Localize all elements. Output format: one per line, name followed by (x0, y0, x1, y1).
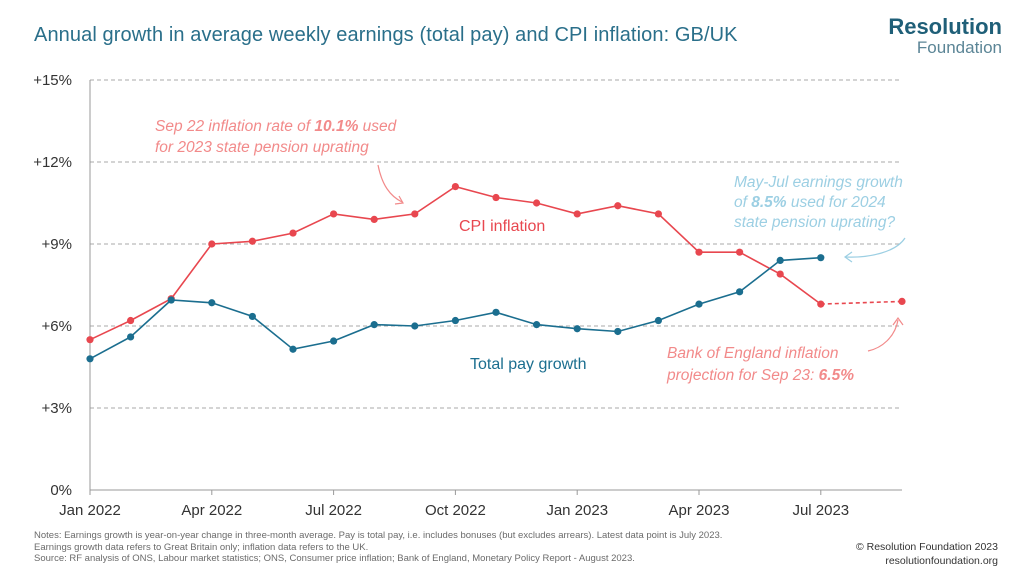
data-point (208, 240, 216, 248)
data-point (654, 210, 663, 218)
data-point (573, 210, 581, 218)
mayjul-note-line3: state pension uprating? (734, 214, 896, 231)
data-point (533, 199, 541, 207)
data-point (127, 333, 135, 341)
data-point (817, 300, 825, 308)
x-tick-label: Jul 2022 (305, 502, 362, 519)
x-tick-label: Apr 2023 (669, 502, 730, 519)
sep22-arrow (377, 164, 403, 203)
data-point (248, 312, 256, 321)
x-tick-label: Apr 2022 (181, 502, 242, 519)
boe-arrow (867, 319, 899, 352)
data-point (411, 210, 419, 218)
data-point (614, 327, 622, 336)
data-point (167, 296, 175, 304)
data-point (86, 355, 94, 363)
x-tick-label: Jul 2023 (792, 502, 849, 519)
boe-note-pre: projection for Sep 23: (666, 367, 819, 384)
series-line (89, 256, 821, 360)
logo-line2: Foundation (916, 38, 1002, 57)
y-tick-label: +12% (33, 154, 72, 171)
data-point (289, 345, 297, 353)
mayjul-arrow (845, 237, 906, 258)
x-tick-label: Jan 2023 (546, 502, 608, 519)
boe-note-line1: Bank of England inflation (667, 345, 838, 362)
mayjul-note-post: used for 2024 (787, 194, 886, 211)
data-point (492, 193, 500, 202)
chart-notes: Notes: Earnings growth is year-on-year c… (34, 530, 814, 565)
mayjul-arrowhead (843, 251, 853, 263)
data-point (208, 299, 216, 307)
copyright: © Resolution Foundation 2023 (855, 541, 998, 553)
data-point (776, 256, 784, 264)
data-point (411, 322, 419, 330)
data-point (86, 336, 94, 344)
annotations: CPI inflation Total pay growth Sep 22 in… (155, 118, 903, 384)
data-point (533, 321, 541, 329)
boe-note-value: 6.5% (819, 367, 855, 384)
boe-arrowhead (892, 316, 904, 326)
sep22-note-post: used (358, 118, 397, 135)
series-layer (86, 183, 906, 363)
data-point (127, 316, 135, 325)
data-point (736, 288, 744, 296)
data-point (330, 337, 338, 345)
sep22-note-line1: Sep 22 inflation rate of 10.1% used (155, 118, 398, 135)
data-point (898, 297, 906, 305)
x-tick-label: Jan 2022 (59, 502, 121, 519)
data-point (330, 210, 338, 218)
credits: © Resolution Foundation 2023 resolutionf… (856, 540, 998, 568)
resolution-foundation-logo: Resolution Foundation (888, 14, 1002, 57)
x-tick-label: Oct 2022 (425, 502, 486, 519)
gridlines (90, 79, 902, 409)
notes-line3: Source: RF analysis of ONS, Labour marke… (34, 553, 635, 564)
sep22-note-pre: Sep 22 inflation rate of (155, 118, 314, 135)
chart-title: Annual growth in average weekly earnings… (34, 24, 738, 46)
mayjul-note-pre: of (734, 194, 751, 211)
x-axis: Jan 2022 Apr 2022 Jul 2022 Oct 2022 Jan 2023… (59, 489, 902, 519)
logo-line1: Resolution (888, 14, 1002, 39)
sep22-note-line2: for 2023 state pension uprating (155, 139, 369, 156)
y-tick-label: +9% (42, 236, 72, 253)
y-axis: 0% +3% +6% +9% +12% +15% (33, 72, 91, 499)
mayjul-note-line1: May-Jul earnings growth (734, 174, 903, 191)
pay-series-label: Total pay growth (470, 356, 587, 373)
data-point (451, 316, 459, 325)
data-point (614, 202, 622, 210)
mayjul-note-value: 8.5% (751, 194, 787, 211)
sep22-arrowhead (394, 195, 404, 205)
data-point (370, 321, 378, 329)
data-point (573, 325, 581, 333)
y-tick-label: 0% (50, 482, 72, 499)
sep22-note-value: 10.1% (314, 118, 358, 135)
y-tick-label: +3% (42, 400, 72, 417)
series-line (820, 300, 903, 305)
y-tick-label: +6% (42, 318, 72, 335)
data-point (492, 308, 500, 316)
data-point (776, 270, 784, 278)
data-point (248, 237, 256, 245)
data-point (736, 248, 744, 256)
mayjul-note-line2: of 8.5% used for 2024 (734, 194, 886, 211)
data-point (695, 300, 703, 308)
cpi-series-label: CPI inflation (459, 218, 545, 235)
data-point (451, 183, 459, 191)
notes-line2: Earnings growth data refers to Great Bri… (34, 541, 369, 553)
data-point (695, 248, 703, 256)
notes-line1: Notes: Earnings growth is year-on-year c… (34, 530, 723, 541)
data-point (654, 316, 663, 325)
data-point (289, 229, 297, 237)
series-line (89, 185, 822, 341)
data-point (817, 254, 825, 262)
data-point (370, 215, 378, 223)
website: resolutionfoundation.org (885, 555, 998, 567)
y-tick-label: +15% (33, 72, 72, 89)
annotation-arrows (377, 164, 906, 352)
boe-note-line2: projection for Sep 23: 6.5% (666, 367, 854, 384)
